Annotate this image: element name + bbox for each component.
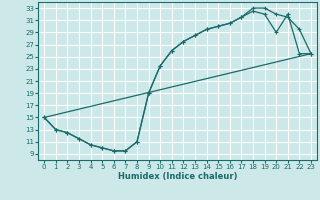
X-axis label: Humidex (Indice chaleur): Humidex (Indice chaleur) [118, 172, 237, 181]
